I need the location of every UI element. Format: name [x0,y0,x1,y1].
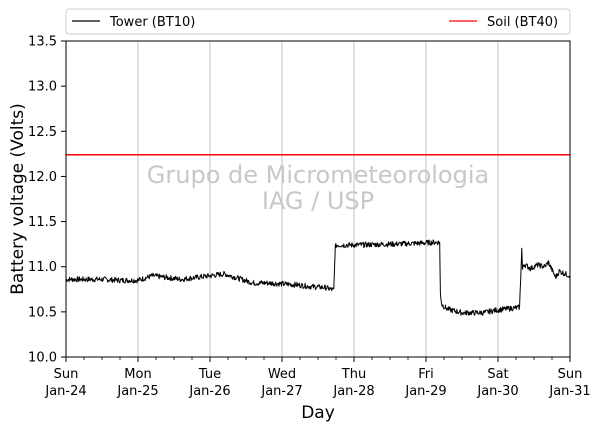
y-tick-label: 13.5 [28,35,57,50]
legend: Tower (BT10) Soil (BT40) [65,8,571,35]
x-tick-label-date: Jan-24 [44,384,86,399]
x-tick-label-day: Mon [124,367,151,382]
x-axis-title: Day [301,403,335,423]
series-line-tower [65,239,571,316]
x-tick-label-day: Tue [198,367,221,382]
legend-box [65,8,571,35]
y-tick-label: 11.5 [28,215,57,230]
x-tick-label-date: Jan-27 [260,384,302,399]
y-tick-label: 11.0 [28,260,57,275]
y-tick-label: 12.5 [28,125,57,140]
watermark-line-2: IAG / USP [262,187,374,215]
x-tick-label-day: Fri [418,367,434,382]
grid-lines [137,41,499,357]
legend-label-soil: Soil (BT40) [487,15,558,30]
plot-area [66,41,570,357]
x-tick-label-date: Jan-30 [476,384,518,399]
y-tick-label: 13.0 [28,80,57,95]
axes: Sun Jan-24 Mon Jan-25 Tue Jan-26 Wed Jan-27 Thu J… [28,35,591,400]
x-tick-label-date: Jan-31 [548,384,590,399]
x-tick-label-day: Sun [558,367,583,382]
series-layer [65,154,571,316]
x-tick-label-date: Jan-25 [116,384,158,399]
legend-label-tower: Tower (BT10) [109,15,195,30]
x-tick-label-date: Jan-29 [404,384,446,399]
watermark-line-1: Grupo de Micrometeorologia [147,161,489,189]
y-axis-title: Battery voltage (Volts) [8,103,28,294]
x-tick-label-date: Jan-28 [332,384,374,399]
x-tick-label-date: Jan-26 [188,384,230,399]
x-tick-label-day: Thu [341,367,366,382]
x-tick-label-day: Wed [268,367,296,382]
y-tick-label: 12.0 [28,170,57,185]
y-tick-label: 10.5 [28,305,57,320]
x-tick-label-day: Sat [487,367,508,382]
y-tick-label: 10.0 [28,351,57,366]
x-tick-label-day: Sun [54,367,79,382]
